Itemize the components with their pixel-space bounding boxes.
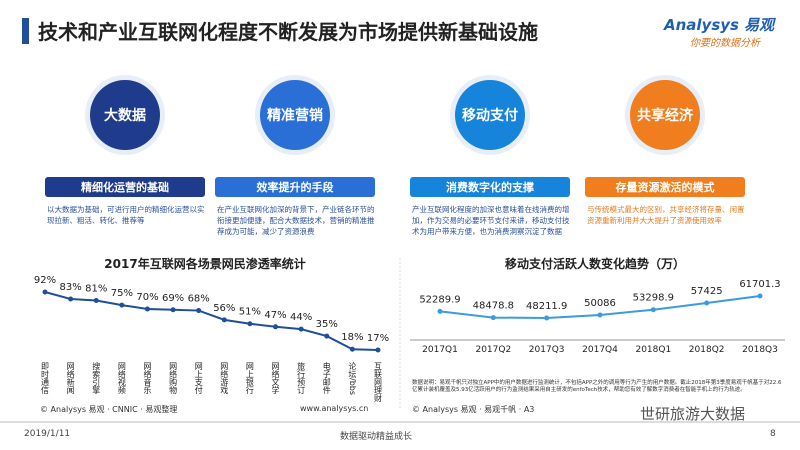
x-tick-label: 互联网理财 [374,362,383,403]
website: www.analysys.cn [300,404,369,413]
x-tick-label: 电子邮件 [322,361,331,395]
slide-title: 技术和产业互联网化程度不断发展为市场提供新基础设施 [38,20,538,44]
x-tick-label: 2018Q2 [689,345,725,355]
point [221,317,227,323]
logo-tagline: 你要的数据分析 [690,38,760,49]
point [273,324,279,330]
point [42,289,48,295]
value-label: 51% [239,307,261,318]
x-tick-label: 网络购物 [169,362,178,395]
card-icon: 精准营销 [260,80,330,150]
value-label: 44% [290,312,312,323]
card-icon: 共享经济 [630,80,700,150]
value-label: 53298.9 [633,293,674,304]
card-banner: 存量资源激活的模式 [585,177,745,197]
x-tick-label: 旅行预订 [297,361,306,394]
x-tick-label: 网络音乐 [143,362,152,394]
value-label: 69% [162,293,184,304]
point [597,312,603,318]
x-tick-label: 网络文学 [271,362,280,394]
watermark: 世研旅游大数据 [640,405,746,423]
point [93,298,99,304]
point [490,315,496,321]
point [324,333,330,339]
x-tick-label: 搜索引擎 [92,361,101,394]
value-label: 17% [367,333,389,344]
x-tick-label: 2017Q4 [582,345,618,355]
value-label: 68% [188,294,210,305]
source: © Analysys 易观 · 易观千帆 · A3 [412,405,535,414]
card-banner: 精细化运营的基础 [45,177,205,197]
point [298,326,304,332]
point [757,293,763,299]
x-tick-label: 2017Q3 [529,345,565,355]
point [349,346,355,352]
card-icon: 移动支付 [455,80,525,150]
source: © Analysys 易观 · CNNIC · 易观整理 [40,405,178,414]
value-label: 61701.3 [739,279,780,290]
x-tick-label: 网上支付 [194,362,203,395]
value-label: 81% [85,284,107,295]
card-banner: 效率提升的手段 [215,177,375,197]
point [704,300,710,306]
point [650,307,656,313]
value-label: 57425 [691,286,723,297]
chart-title: 2017年互联网各场景网民渗透率统计 [104,256,305,271]
x-tick-label: 网络游戏 [220,362,229,395]
point [196,308,202,314]
point [375,347,381,353]
card-text: 与传统模式最大的区别，共享经济将存量、闲置资源重新利用并大大提升了资源使用效率 [587,205,745,225]
x-tick-label: 网上银行 [245,362,254,395]
value-label: 83% [59,282,81,293]
value-label: 48211.9 [526,301,567,312]
x-tick-label: 即时通信 [41,362,50,395]
value-label: 75% [111,288,133,299]
card-text: 以大数据为基础，可进行用户的精细化运营以实现拉新、粗活、转化、推荐等 [47,205,205,225]
card-banner: 消费数字化的支撑 [410,177,570,197]
value-label: 48478.8 [473,301,514,312]
value-label: 50086 [584,298,616,309]
value-label: 35% [316,319,338,330]
value-label: 47% [264,310,286,321]
x-tick-label: 2018Q1 [635,345,671,355]
footer-date: 2019/1/11 [24,429,71,439]
point [247,321,253,327]
card-text: 在产业互联网化加深的背景下，产业链各环节的衔接更加便捷，配合大数据技术，营销的精… [217,205,375,236]
line [44,291,379,351]
card-icon: 大数据 [90,80,160,150]
value-label: 92% [34,275,56,286]
x-tick-label: 2018Q3 [742,345,778,355]
x-tick-label: 2017Q1 [422,345,458,355]
point [544,315,550,321]
point [119,302,125,308]
title-bar [22,18,29,44]
chart-title: 移动支付活跃人数变化趋势（万） [505,256,685,271]
value-label: 56% [213,303,235,314]
point [437,308,443,314]
x-tick-label: 网络视频 [117,362,126,395]
page-number: 8 [770,429,776,439]
logo-brand: Analysys 易观 [664,16,775,34]
x-tick-label: 2017Q2 [475,345,511,355]
value-label: 70% [136,292,158,303]
x-tick-label: 论坛/bbs [348,361,357,395]
x-tick-label: 网络新闻 [66,362,75,395]
point [68,296,74,302]
value-label: 18% [341,332,363,343]
point [144,306,150,312]
value-label: 52289.9 [419,294,460,305]
footer-slogan: 数据驱动精益成长 [340,432,413,442]
point [170,307,176,313]
card-text: 产业互联网化程度的加深也意味着在线消费的增加，作为交易的必要环节支付来讲，移动支… [412,205,570,236]
note: 数据说明：易观千帆只对独立APP中的用户数据进行监测统计，不包括APP之外的调用… [412,380,782,393]
